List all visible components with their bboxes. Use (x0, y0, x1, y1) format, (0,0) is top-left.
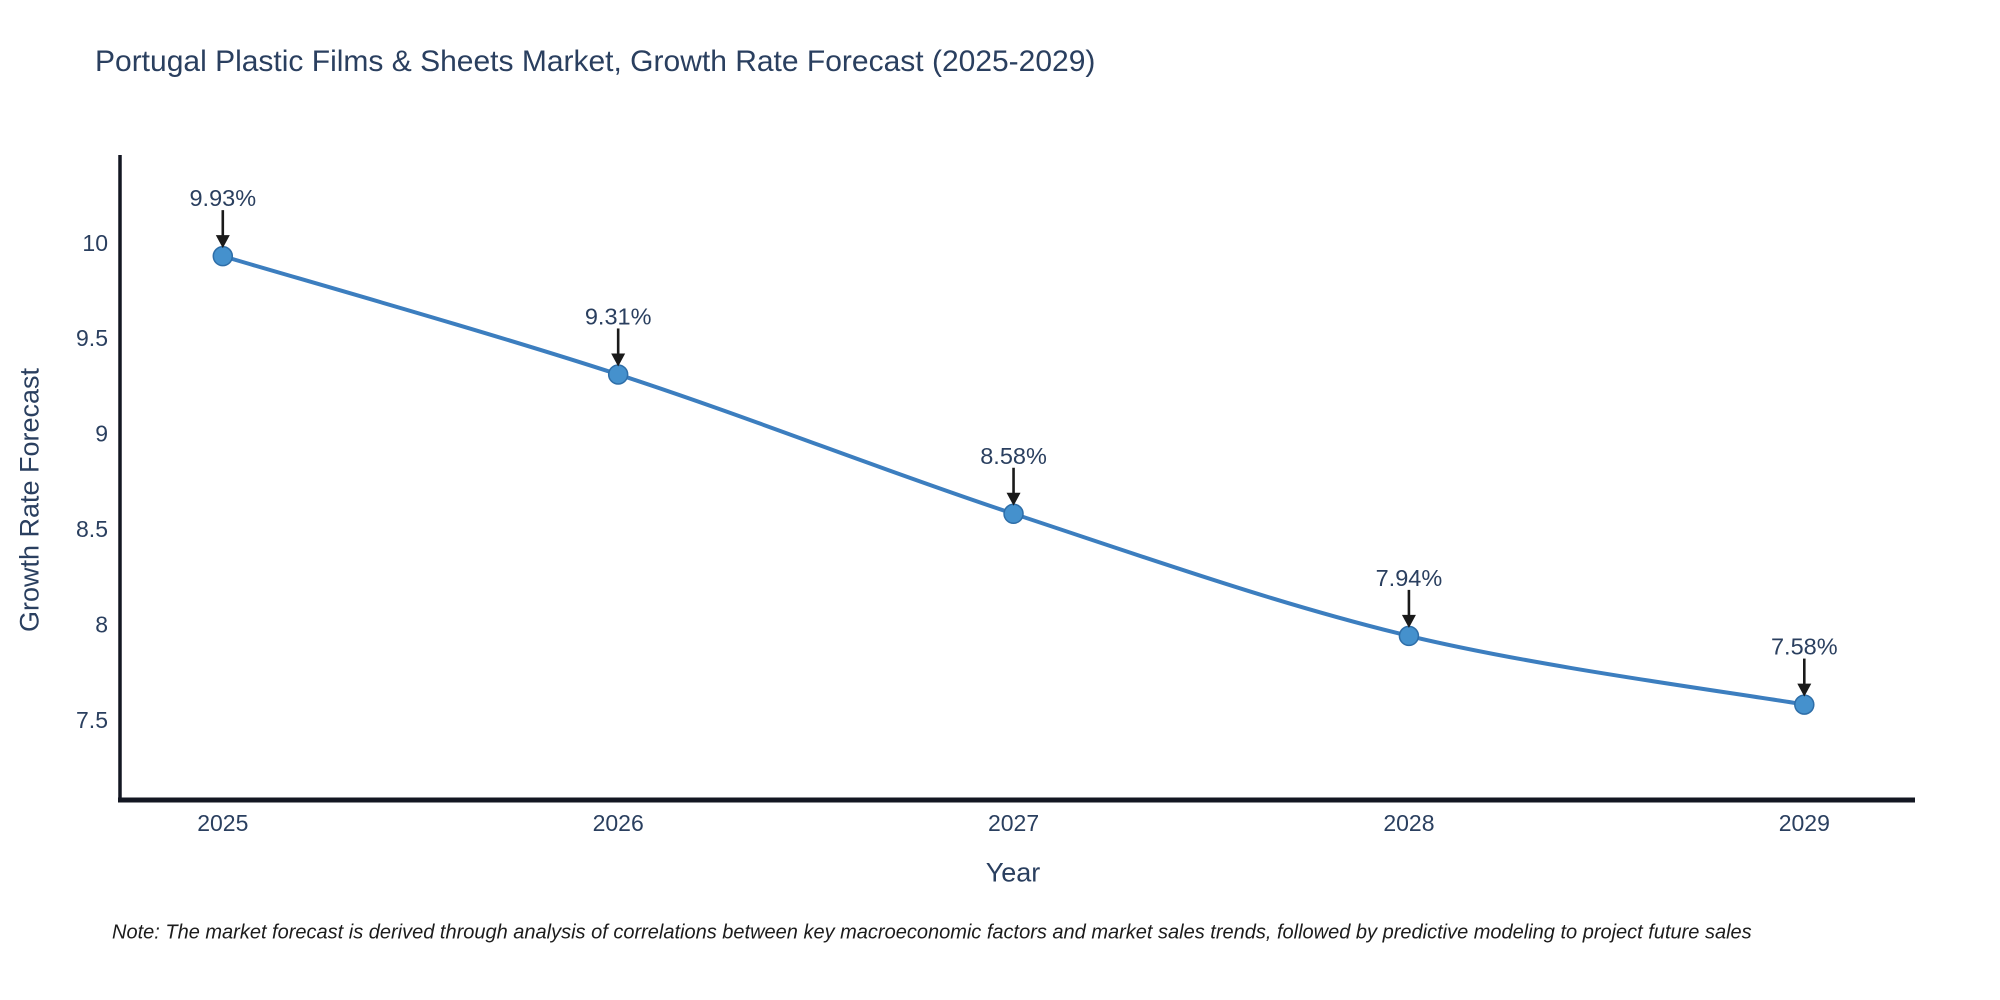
x-tick-label: 2025 (197, 810, 248, 836)
data-point-label: 9.31% (585, 303, 652, 329)
annotation-arrow-head (1006, 492, 1021, 506)
annotation-arrow-head (215, 235, 230, 249)
x-tick-label: 2029 (1779, 810, 1830, 836)
x-tick-label: 2027 (988, 810, 1039, 836)
data-point-marker (1794, 694, 1815, 715)
chart-title: Portugal Plastic Films & Sheets Market, … (95, 45, 1096, 78)
data-point-marker (1398, 625, 1420, 647)
footnote: Note: The market forecast is derived thr… (112, 921, 1752, 944)
data-point-label: 7.58% (1771, 634, 1838, 660)
y-tick-label: 10 (82, 230, 108, 256)
x-tick-label: 2028 (1383, 810, 1434, 836)
annotation-arrow-head (1797, 683, 1812, 697)
data-point-marker (212, 245, 234, 267)
y-tick-label: 8.5 (76, 516, 108, 542)
x-tick-label: 2026 (593, 810, 644, 836)
data-point-marker (1003, 503, 1024, 525)
y-tick-label: 8 (95, 611, 108, 637)
y-tick-label: 9.5 (76, 325, 108, 351)
data-point-label: 8.58% (980, 443, 1047, 469)
data-point-label: 7.94% (1376, 565, 1443, 591)
x-axis-title: Year (985, 857, 1041, 888)
y-axis-title: Growth Rate Forecast (14, 367, 45, 633)
annotation-arrow-head (611, 353, 626, 367)
y-tick-label: 9 (95, 421, 108, 447)
y-tick-label: 7.5 (76, 707, 108, 733)
data-point-label: 9.93% (189, 185, 256, 211)
data-point-marker (607, 364, 629, 385)
annotation-arrow-head (1401, 614, 1416, 628)
